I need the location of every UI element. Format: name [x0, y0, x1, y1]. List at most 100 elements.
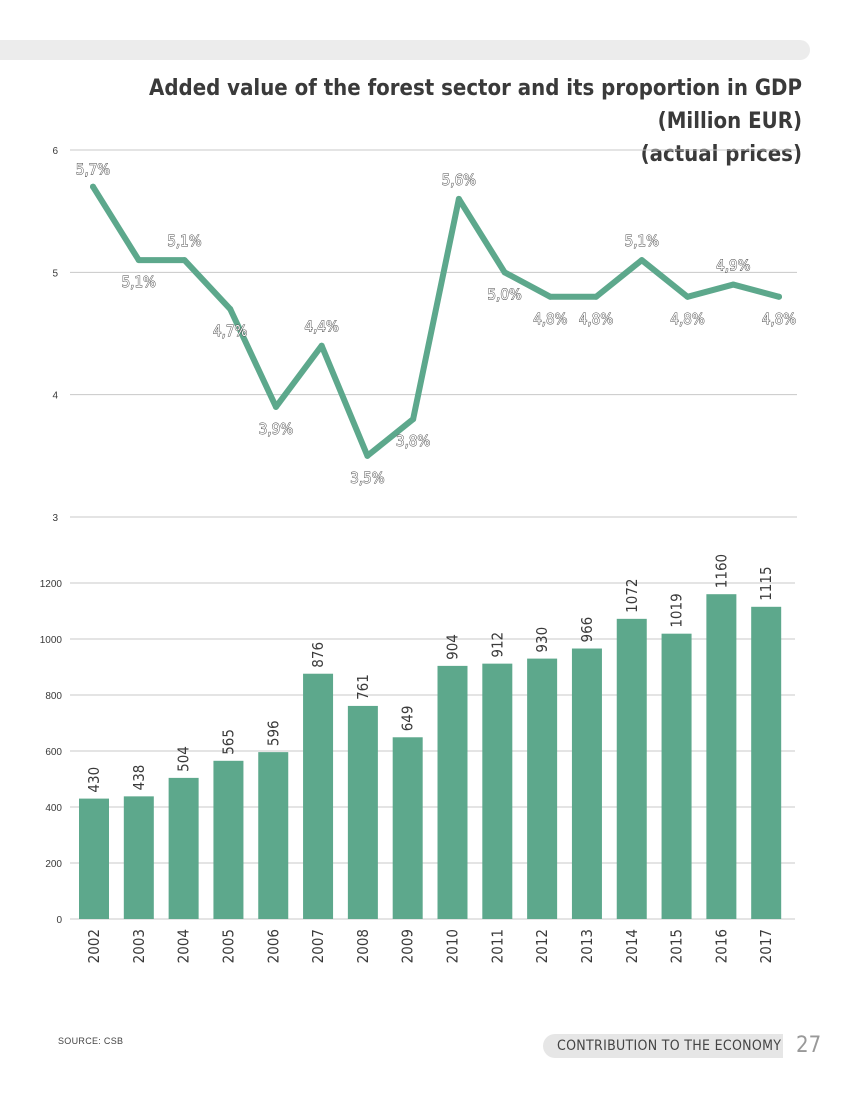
chart-title-line1: Added value of the forest sector and its…: [149, 76, 802, 134]
top-decorative-bar: [0, 40, 810, 60]
bar: [79, 798, 109, 919]
bar: [527, 658, 558, 919]
line-data-label: 3,5%: [350, 469, 384, 487]
line-point: [272, 403, 279, 410]
bar-value-label: 504: [175, 746, 193, 772]
bar-category-label: 2007: [309, 929, 327, 963]
line-point: [181, 257, 188, 264]
bar-y-tick-label: 1000: [40, 635, 63, 646]
bar-category-label: 2017: [757, 929, 775, 963]
line-point: [776, 293, 782, 300]
line-point: [90, 183, 96, 190]
line-data-label: 4,7%: [213, 322, 247, 340]
bar-y-tick-label: 200: [45, 859, 62, 870]
line-data-label: 5,6%: [442, 171, 476, 189]
bar-y-tick-label: 400: [45, 803, 62, 814]
bar-category-label: 2006: [264, 929, 282, 963]
bar-category-label: 2016: [712, 929, 730, 963]
bar-value-label: 876: [309, 642, 327, 668]
bar-value-label: 596: [264, 720, 282, 746]
bar: [571, 648, 602, 919]
line-data-label: 5,1%: [167, 232, 201, 250]
bar: [168, 777, 199, 919]
line-point: [730, 281, 737, 288]
line-data-label: 4,8%: [670, 310, 704, 328]
bar-category-label: 2015: [668, 929, 686, 963]
bar-value-label: 761: [354, 674, 372, 700]
bar-value-label: 1072: [623, 578, 641, 612]
bar: [213, 760, 244, 919]
bar-y-tick-label: 0: [56, 915, 62, 926]
line-data-label: 5,1%: [625, 232, 659, 250]
line-data-label: 5,0%: [487, 285, 521, 303]
bar-category-label: 2002: [85, 929, 103, 963]
bar-y-tick-label: 600: [45, 747, 62, 758]
line-point: [227, 306, 234, 313]
bar-category-label: 2009: [399, 929, 417, 963]
line-point: [318, 342, 325, 349]
line-point: [501, 269, 508, 276]
bar: [437, 665, 468, 919]
line-data-label: 5,7%: [76, 161, 110, 179]
line-data-label: 4,9%: [716, 257, 750, 275]
bar: [258, 752, 289, 919]
bar-category-label: 2008: [354, 929, 372, 963]
line-point: [638, 257, 645, 264]
bar-category-label: 2010: [444, 929, 462, 963]
bar-value-label: 1115: [757, 566, 775, 600]
bar: [303, 673, 334, 919]
chart-title-line2: (actual prices): [640, 142, 802, 167]
line-point: [455, 195, 462, 202]
bar-chart-added-value: 0 200 400 600 800 1000 1200 430 2002 438 2003 504 20…: [40, 554, 795, 963]
line-data-label: 3,9%: [259, 420, 293, 438]
bar-value-label: 565: [219, 729, 237, 755]
line-y-tick-label: 5: [52, 268, 58, 279]
chart-title: Added value of the forest sector and its…: [102, 72, 802, 171]
line-point: [135, 257, 142, 264]
section-title: CONTRIBUTION TO THE ECONOMY: [557, 1038, 782, 1054]
line-point: [547, 293, 554, 300]
bar-value-label: 966: [578, 617, 596, 643]
page-number: 27: [796, 1033, 822, 1058]
bar: [392, 737, 423, 919]
bar-value-label: 904: [444, 634, 462, 660]
bar-value-label: 1160: [712, 554, 730, 588]
bar-category-label: 2011: [488, 929, 506, 963]
line-point: [364, 452, 371, 459]
bar-value-label: 430: [85, 767, 103, 793]
line-point: [593, 293, 600, 300]
line-point: [684, 293, 691, 300]
bar-category-label: 2003: [130, 929, 148, 963]
bar-category-label: 2013: [578, 929, 596, 963]
bar-value-label: 438: [130, 765, 148, 791]
line-point: [410, 416, 417, 423]
bar-category-label: 2004: [175, 929, 193, 963]
line-data-label: 4,8%: [762, 310, 796, 328]
bar: [706, 594, 737, 919]
bar-category-label: 2014: [623, 929, 641, 963]
bar-value-label: 649: [399, 706, 417, 732]
bar: [616, 618, 647, 919]
line-series-path: [90, 183, 782, 459]
bar: [347, 705, 378, 919]
section-pill: [543, 1034, 783, 1058]
bar: [661, 633, 692, 919]
bar-value-label: 912: [488, 632, 506, 658]
line-data-label: 3,8%: [396, 432, 430, 450]
line-y-tick-label: 3: [52, 513, 58, 524]
line-chart-gdp-share: 3 4 5 6 5,7% 5,1% 5,1% 4,7% 3,9% 4,4% 3,5% 3,8% 5,6%…: [52, 146, 797, 524]
line-data-label: 4,8%: [533, 310, 567, 328]
line-data-label: 4,8%: [579, 310, 613, 328]
line-y-tick-label: 6: [52, 146, 58, 157]
bar: [482, 663, 513, 919]
bar: [123, 796, 154, 919]
bar-y-tick-label: 1200: [40, 579, 63, 590]
bar-value-label: 930: [533, 627, 551, 653]
bar-category-label: 2012: [533, 929, 551, 963]
bar-value-label: 1019: [668, 593, 686, 627]
bar-y-tick-label: 800: [45, 691, 62, 702]
source-note: SOURCE: CSB: [58, 1036, 124, 1046]
line-y-tick-label: 4: [52, 391, 58, 402]
bar: [751, 606, 782, 919]
